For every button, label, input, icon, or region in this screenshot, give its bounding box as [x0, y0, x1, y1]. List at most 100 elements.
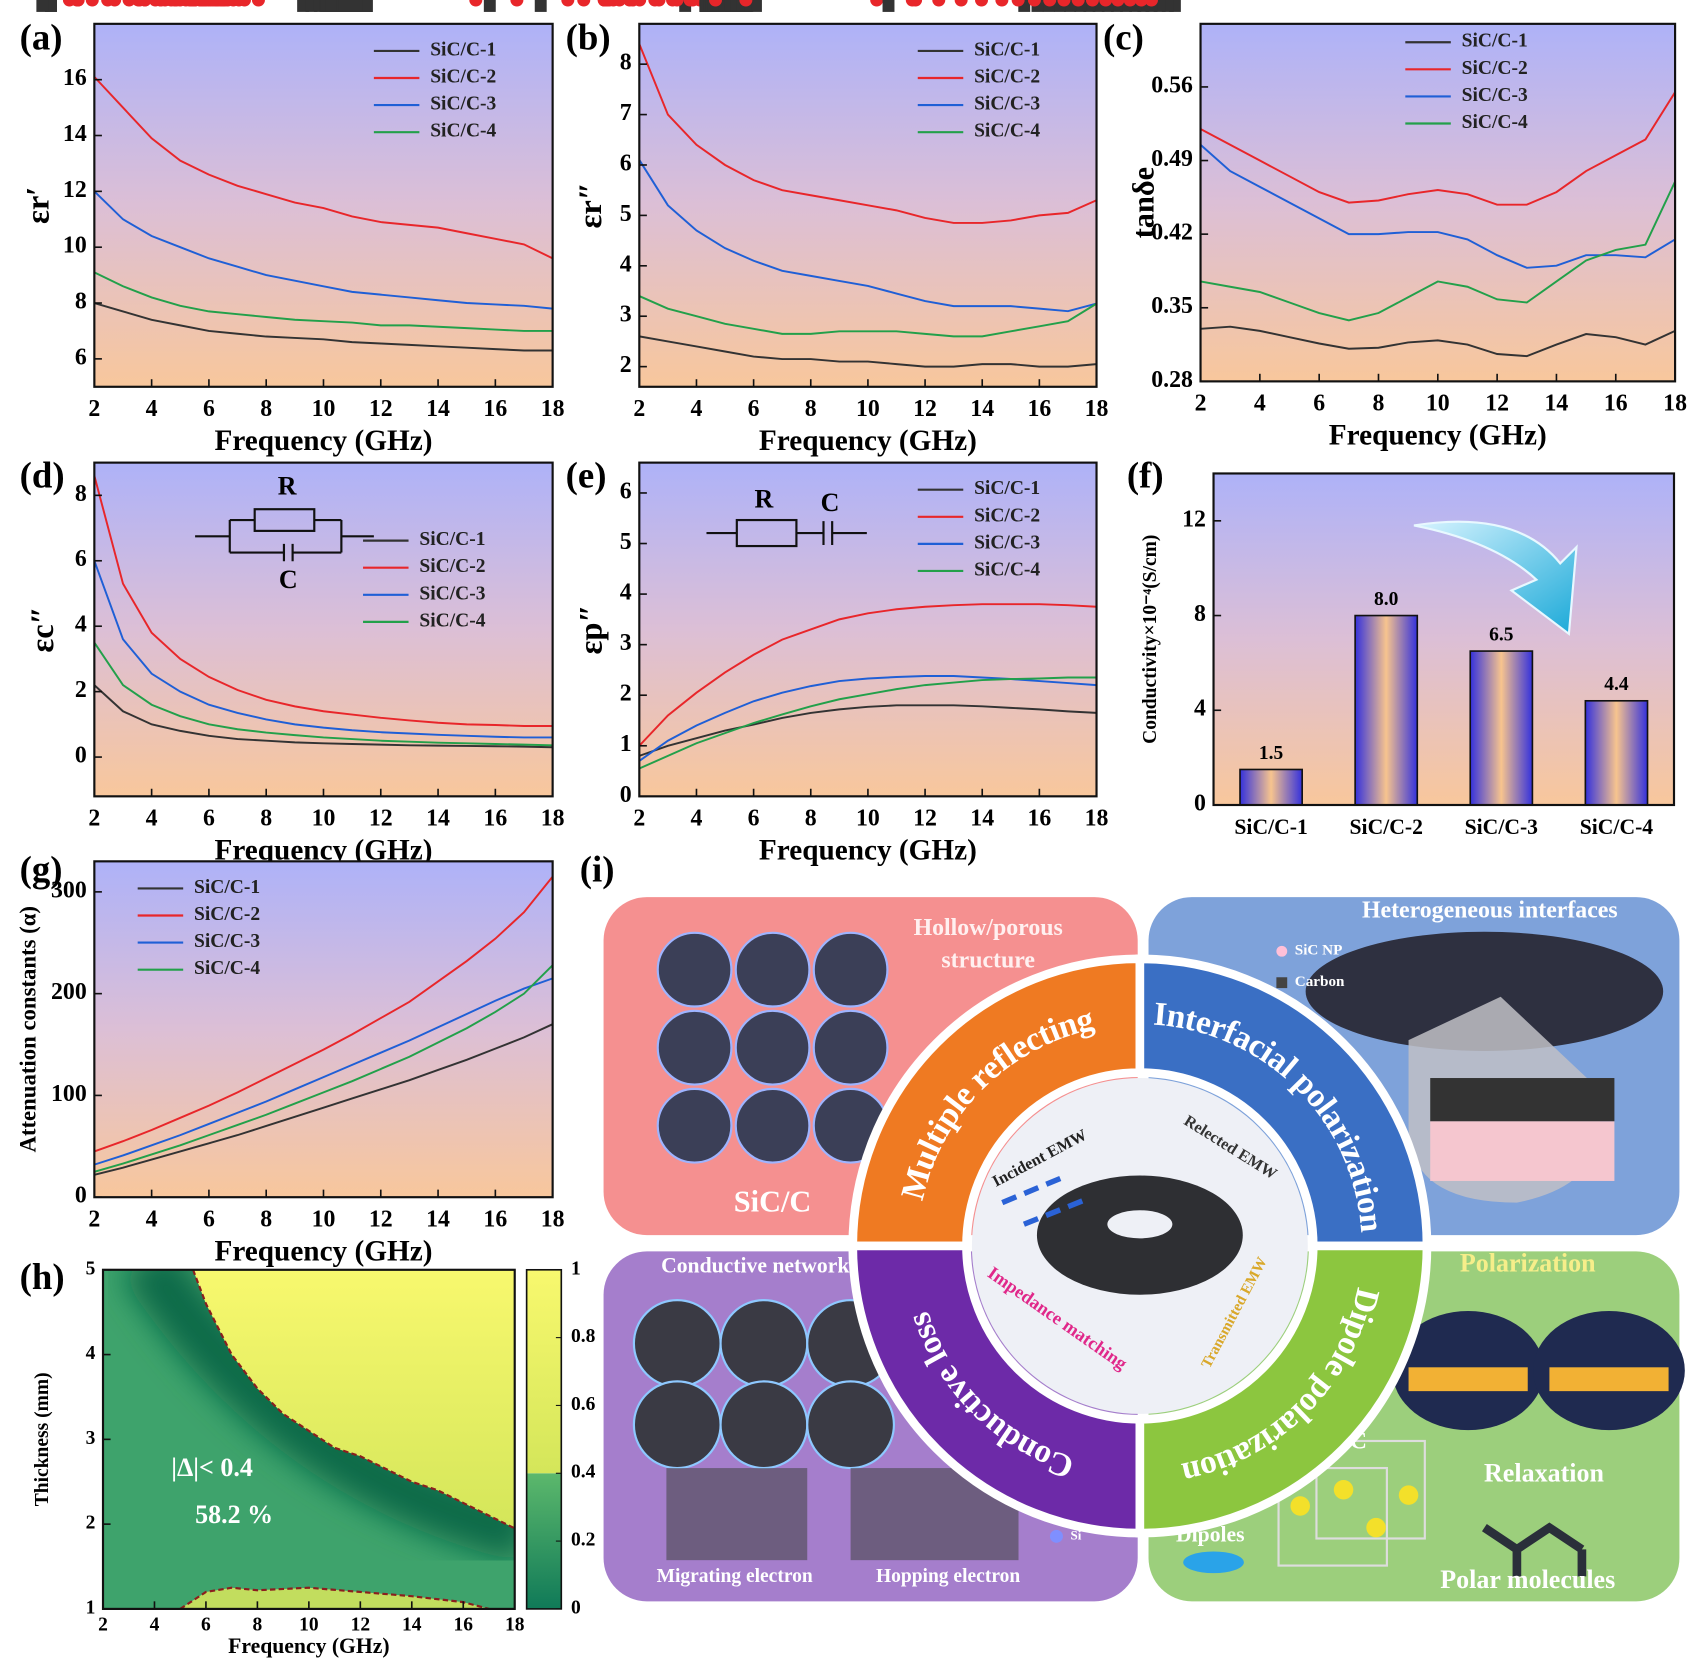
series-line — [93, 560, 553, 739]
network-spheres — [632, 1299, 896, 1470]
marker — [1129, 0, 1142, 12]
y-tick-label: 8 — [75, 288, 87, 314]
legend-label: SiC/C-4 — [1462, 112, 1528, 133]
colorbar-label: 0.6 — [571, 1394, 596, 1415]
marker — [185, 0, 199, 7]
y-tick-label: 0 — [75, 1183, 87, 1209]
panel-label: (c) — [1103, 17, 1144, 58]
colorbar-label: 0.2 — [571, 1530, 595, 1551]
colorbar-label: 0.8 — [571, 1326, 596, 1347]
x-tick-label: 4 — [150, 1615, 160, 1636]
x-tick-label: 12 — [369, 806, 393, 832]
marker — [1085, 0, 1099, 7]
inset-label: R — [755, 485, 774, 514]
marker — [164, 0, 178, 7]
legend-square — [1276, 977, 1288, 989]
legend-text: Carbon — [1295, 973, 1345, 990]
plot-frame — [638, 461, 1098, 798]
x-tick-label: 16 — [483, 806, 507, 832]
y-tick-label: 0.49 — [1151, 146, 1193, 172]
x-tick-label: 12 — [369, 1207, 393, 1233]
dipole-icon — [1183, 1551, 1244, 1574]
x-tick-label: 14 — [402, 1615, 422, 1636]
x-tick-label: 18 — [541, 396, 565, 422]
x-axis-label: Frequency (GHz) — [1329, 419, 1547, 451]
y-axis-label: εr′ — [21, 187, 57, 224]
legend-label: SiC/C-1 — [974, 39, 1040, 60]
x-tick-label: 18 — [1085, 806, 1109, 832]
colorbar-label: 0.4 — [571, 1462, 596, 1483]
annotation: |Δ|< 0.4 — [171, 1453, 253, 1482]
inset-label: C — [279, 565, 298, 594]
legend-label: SiC/C-2 — [419, 556, 485, 577]
y-tick-label: 6 — [620, 150, 632, 176]
x-tick-label: 2 — [1195, 391, 1207, 417]
incident-rays — [1001, 1173, 1085, 1227]
plot-background — [94, 861, 553, 1198]
marker — [1123, 0, 1137, 7]
x-tick-label: 18 — [1663, 391, 1687, 417]
x-tick-label: 14 — [1545, 391, 1569, 417]
panel-label: (b) — [566, 17, 611, 58]
legend-marker — [45, 0, 57, 12]
x-tick-label: 18 — [505, 1615, 525, 1636]
x-tick-label: SiC/C-2 — [1350, 815, 1423, 839]
x-tick-label: 16 — [454, 1615, 474, 1636]
x-tick-label: 4 — [146, 1207, 158, 1233]
x-tick-label: 8 — [260, 806, 272, 832]
x-tick-label: 10 — [856, 806, 880, 832]
legend-label: SiC/C-4 — [974, 121, 1040, 142]
marker — [350, 0, 363, 12]
y-tick-label: 2 — [86, 1513, 96, 1534]
marker — [237, 0, 251, 7]
x-tick-label: 6 — [201, 1615, 211, 1636]
marker — [648, 0, 662, 7]
x-tick-label: 16 — [1027, 806, 1051, 832]
quadrant-title: Heterogeneous interfaces — [1362, 898, 1618, 924]
y-tick-label: 0.28 — [1151, 367, 1193, 393]
legend-label: SiC/C-1 — [1462, 31, 1528, 52]
resistor — [253, 508, 316, 532]
colorbar-label: 0 — [571, 1597, 581, 1618]
series-line — [94, 1023, 554, 1176]
value-label: 8.0 — [1374, 589, 1398, 610]
legend-marker — [510, 0, 524, 7]
y-tick-label: 4 — [75, 612, 87, 638]
marker — [1134, 0, 1148, 7]
legend-label: SiC/C-1 — [974, 478, 1040, 499]
series-line — [638, 603, 1097, 747]
marker — [1071, 0, 1085, 7]
y-axis-label: tanδe — [1126, 167, 1160, 238]
x-tick-label: 16 — [1027, 396, 1051, 422]
marker — [1161, 0, 1174, 12]
x-tick-label: 18 — [1085, 396, 1109, 422]
marker — [469, 0, 483, 7]
x-axis-label: Frequency (GHz) — [228, 1634, 389, 1658]
marker — [358, 0, 371, 12]
panel-label: (e) — [566, 454, 607, 495]
marker — [1099, 0, 1113, 7]
heat-band — [121, 1269, 515, 1562]
contour-region — [193, 1269, 515, 1529]
series-line — [1200, 91, 1676, 206]
y-tick-label: 0.56 — [1151, 72, 1193, 98]
value-label: 4.4 — [1604, 674, 1629, 695]
x-tick-label: 8 — [260, 1207, 272, 1233]
legend-text: SiC NP — [1295, 942, 1343, 959]
x-tick-label: 10 — [312, 806, 336, 832]
sic-lattice — [1277, 1439, 1426, 1567]
y-tick-label: 8 — [1194, 601, 1206, 627]
plot-frame — [1199, 22, 1677, 383]
x-tick-label: 8 — [253, 1615, 263, 1636]
legend-label: SiC/C-2 — [974, 66, 1040, 87]
x-tick-label: 12 — [1485, 391, 1509, 417]
plot-frame — [93, 860, 554, 1199]
legend-marker — [561, 0, 575, 7]
plot-frame — [101, 1268, 516, 1610]
marker — [666, 0, 680, 7]
legend-label: SiC/C-1 — [419, 529, 485, 550]
value-label: 6.5 — [1489, 624, 1514, 645]
y-tick-label: 4 — [86, 1343, 96, 1364]
x-tick-label: 18 — [541, 806, 565, 832]
